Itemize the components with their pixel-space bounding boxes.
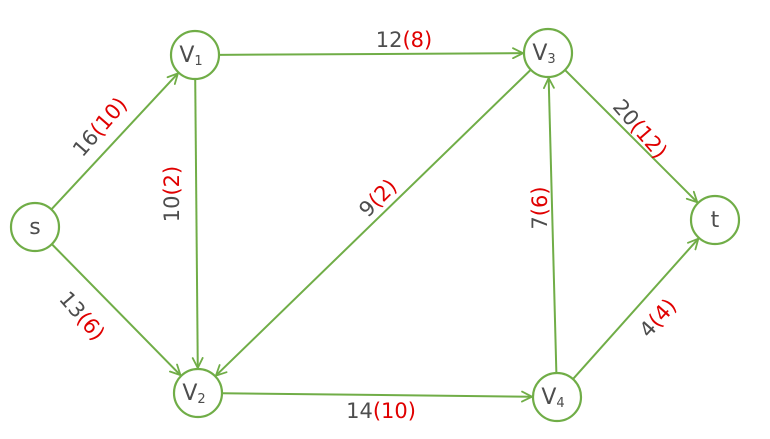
edges-layer xyxy=(50,47,700,403)
edge-capacity: 10 xyxy=(160,196,184,223)
edge-flow: (10) xyxy=(373,399,416,423)
edge-capacity: 7 xyxy=(528,216,552,229)
edge-s-v1 xyxy=(50,72,179,211)
node-circle xyxy=(9,201,61,253)
edge-label-v2-v4: 14(10) xyxy=(346,399,416,423)
edge-s-v2 xyxy=(51,243,182,377)
edge-label-v3-v2: 9(2) xyxy=(354,174,401,221)
node-v2: V2 xyxy=(172,367,224,419)
edge-v3-v2 xyxy=(215,69,532,377)
node-label: V3 xyxy=(532,41,555,67)
node-label: t xyxy=(711,208,720,233)
node-circle xyxy=(689,194,741,246)
node-label-main: V xyxy=(532,41,547,66)
edge-label-s-v1: 16(10) xyxy=(68,93,132,161)
node-circle xyxy=(522,27,574,79)
edge-capacity: 14 xyxy=(346,399,373,423)
node-label-main: V xyxy=(182,381,197,406)
node-label: V4 xyxy=(541,385,564,411)
edge-flow: (2) xyxy=(160,166,184,196)
edge-label-v1-v3: 12(8) xyxy=(376,28,432,52)
edge-flow: (6) xyxy=(528,186,552,216)
node-s: s xyxy=(9,201,61,253)
node-label: V2 xyxy=(182,381,205,407)
node-label-main: t xyxy=(711,208,720,233)
node-label-main: s xyxy=(29,215,40,240)
edge-label-v3-t: 20(12) xyxy=(608,95,672,163)
node-v4: V4 xyxy=(531,371,583,423)
node-circle xyxy=(169,29,221,81)
node-v1: V1 xyxy=(169,29,221,81)
node-label-subscript: 2 xyxy=(197,392,205,407)
edge-flow: (8) xyxy=(402,28,432,52)
node-label: V1 xyxy=(179,43,202,69)
edge-v1-v2 xyxy=(191,78,204,369)
node-circle xyxy=(531,371,583,423)
edge-v4-v3 xyxy=(543,77,558,374)
edge-v2-v4 xyxy=(221,390,533,403)
node-circle xyxy=(172,367,224,419)
edge-label-v4-v3: 7(6) xyxy=(528,186,552,229)
node-label-subscript: 1 xyxy=(194,54,202,69)
edge-v1-v3 xyxy=(218,47,524,60)
edge-capacity: 12 xyxy=(376,28,403,52)
node-label: s xyxy=(29,215,40,240)
node-label-subscript: 4 xyxy=(556,396,564,411)
node-label-main: V xyxy=(179,43,194,68)
node-label-subscript: 3 xyxy=(547,52,555,67)
node-t: t xyxy=(689,194,741,246)
edge-v3-t xyxy=(564,69,699,204)
node-v3: V3 xyxy=(522,27,574,79)
edge-label-v1-v2: 10(2) xyxy=(160,166,184,222)
edge-v4-t xyxy=(572,237,700,380)
node-label-main: V xyxy=(541,385,556,410)
